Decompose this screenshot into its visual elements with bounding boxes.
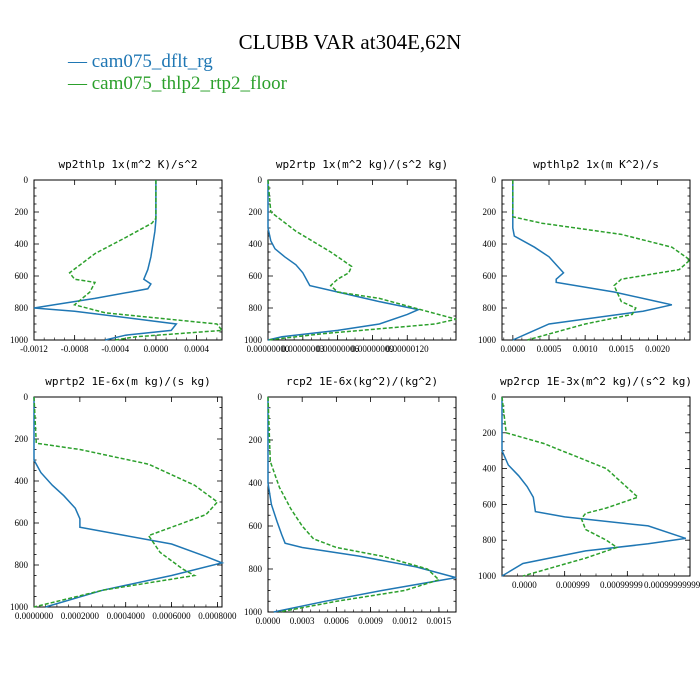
x-tick-label: -0.0012 xyxy=(20,344,48,354)
y-tick-label: 600 xyxy=(249,271,263,281)
x-tick-label: 0.0008000 xyxy=(198,611,237,621)
x-tick-label: 0.0006000 xyxy=(152,611,191,621)
panel-title: wp2rtp 1x(m^2 kg)/(s^2 kg) xyxy=(276,158,448,171)
panel-title: rcp2 1E-6x(kg^2)/(kg^2) xyxy=(286,375,438,388)
panel-frame xyxy=(267,396,457,613)
y-tick-label: 0 xyxy=(492,392,497,402)
y-tick-label: 1000 xyxy=(244,607,263,617)
x-tick-label: 0.0009 xyxy=(358,616,383,626)
x-tick-label: 0.000999 xyxy=(556,580,590,590)
x-tick-label: 0.00000009 xyxy=(351,344,394,354)
y-tick-label: 200 xyxy=(15,207,29,217)
y-tick-label: 0 xyxy=(258,175,263,185)
x-tick-label: 0.0006 xyxy=(324,616,349,626)
x-tick-label: -0.0008 xyxy=(61,344,89,354)
x-tick-label: 0.00000006 xyxy=(316,344,359,354)
x-tick-label: 0.000999999999 xyxy=(644,580,700,590)
y-tick-label: 1000 xyxy=(244,335,263,345)
y-tick-label: 1000 xyxy=(10,335,29,345)
figure-title: CLUBB VAR at304E,62N xyxy=(238,30,462,54)
series-line-thlp2-rtp2-floor xyxy=(267,179,457,341)
profile-panel-1: wp2thlp 1x(m^2 K)/s^202004006008001000-0… xyxy=(10,158,224,354)
y-tick-label: 800 xyxy=(15,303,29,313)
y-tick-label: 200 xyxy=(249,435,263,445)
series-line-dflt-rg xyxy=(267,180,421,341)
y-tick-label: 200 xyxy=(483,207,497,217)
series-line-dflt-rg xyxy=(512,180,673,341)
x-tick-label: 0.0000000 xyxy=(15,611,54,621)
series-line-thlp2-rtp2-floor xyxy=(33,396,219,608)
panel-title: wp2rcp 1E-3x(m^2 kg)/(s^2 kg) xyxy=(500,375,692,388)
x-tick-label: 0.00000003 xyxy=(281,344,324,354)
y-tick-label: 200 xyxy=(15,434,29,444)
profile-panel-6: wp2rcp 1E-3x(m^2 kg)/(s^2 kg)0 200 400 600 8… xyxy=(478,375,700,590)
y-tick-label: 0 xyxy=(24,175,29,185)
profile-panel-4: wprtp2 1E-6x(m kg)/(s kg) 0 200 400 600 800 10… xyxy=(10,375,237,621)
x-tick-label: 0.0010 xyxy=(573,344,598,354)
panel-frame xyxy=(501,179,691,341)
y-tick-label: 800 xyxy=(249,303,263,313)
y-tick-label: 400 xyxy=(249,478,263,488)
x-tick-label: -0.0004 xyxy=(101,344,129,354)
series-line-dflt-rg xyxy=(33,397,225,608)
x-tick-label: 0.0020 xyxy=(645,344,670,354)
y-tick-label: 200 xyxy=(483,428,497,438)
y-tick-label: 400 xyxy=(249,239,263,249)
x-tick-label: 0.0000 xyxy=(144,344,169,354)
series-line-dflt-rg xyxy=(267,397,457,613)
y-tick-label: 800 xyxy=(483,535,497,545)
x-tick-label: 0.00000120 xyxy=(386,344,429,354)
x-tick-label: 0.0000 xyxy=(500,344,525,354)
profile-panel-2: wp2rtp 1x(m^2 kg)/(s^2 kg) 0 200 400 600 800 1… xyxy=(244,158,457,354)
profile-panel-3: wpthlp2 1x(m K^2)/s020040060080010000.00… xyxy=(478,158,692,354)
y-tick-label: 400 xyxy=(483,464,497,474)
y-tick-label: 0 xyxy=(258,392,263,402)
y-tick-label: 400 xyxy=(15,476,29,486)
series-line-dflt-rg xyxy=(501,397,687,577)
y-tick-label: 600 xyxy=(249,521,263,531)
x-tick-label: 0.0004 xyxy=(184,344,209,354)
y-tick-label: 1000 xyxy=(478,335,497,345)
panel-frame xyxy=(267,179,457,341)
y-tick-label: 800 xyxy=(15,560,29,570)
x-tick-label: 0.0015 xyxy=(609,344,634,354)
x-tick-label: 0.0004000 xyxy=(107,611,146,621)
series-line-dflt-rg xyxy=(33,180,178,341)
y-tick-label: 600 xyxy=(483,271,497,281)
panel-frame xyxy=(33,179,223,341)
y-tick-label: 600 xyxy=(15,518,29,528)
panel-title: wp2thlp 1x(m^2 K)/s^2 xyxy=(58,158,197,171)
series-line-thlp2-rtp2-floor xyxy=(68,180,224,341)
x-tick-label: 0.0015 xyxy=(427,616,452,626)
x-tick-label: 0.0000 xyxy=(512,580,537,590)
y-tick-label: 400 xyxy=(483,239,497,249)
legend-entry-thlp2-rtp2-floor: — cam075_thlp2_rtp2_floor xyxy=(68,73,287,94)
x-tick-label: 0.0012 xyxy=(392,616,417,626)
x-tick-label: 0.00000000 xyxy=(247,344,290,354)
y-tick-label: 400 xyxy=(15,239,29,249)
y-tick-label: 600 xyxy=(15,271,29,281)
y-tick-label: 0 xyxy=(24,392,29,402)
profile-panel-5: rcp2 1E-6x(kg^2)/(kg^2) 0 200 400 600 800 1000… xyxy=(244,375,457,626)
x-tick-label: 0.0005 xyxy=(537,344,562,354)
x-tick-label: 0.0000 xyxy=(256,616,281,626)
legend-entry-dflt-rg: — cam075_dflt_rg xyxy=(68,51,213,72)
x-tick-label: 0.0002000 xyxy=(61,611,100,621)
y-tick-label: 800 xyxy=(249,564,263,574)
panel-title: wpthlp2 1x(m K^2)/s xyxy=(533,158,659,171)
y-tick-label: 1000 xyxy=(478,571,497,581)
y-tick-label: 200 xyxy=(249,207,263,217)
y-tick-label: 600 xyxy=(483,499,497,509)
panel-title: wprtp2 1E-6x(m kg)/(s kg) xyxy=(45,375,211,388)
x-tick-label: 0.0003 xyxy=(290,616,315,626)
y-tick-label: 0 xyxy=(492,175,497,185)
series-line-thlp2-rtp2-floor xyxy=(267,396,441,613)
series-line-thlp2-rtp2-floor xyxy=(512,180,692,341)
y-tick-label: 800 xyxy=(483,303,497,313)
y-tick-label: 1000 xyxy=(10,602,29,612)
series-line-thlp2-rtp2-floor xyxy=(501,396,640,577)
x-tick-label: 0.00099999 xyxy=(600,580,643,590)
